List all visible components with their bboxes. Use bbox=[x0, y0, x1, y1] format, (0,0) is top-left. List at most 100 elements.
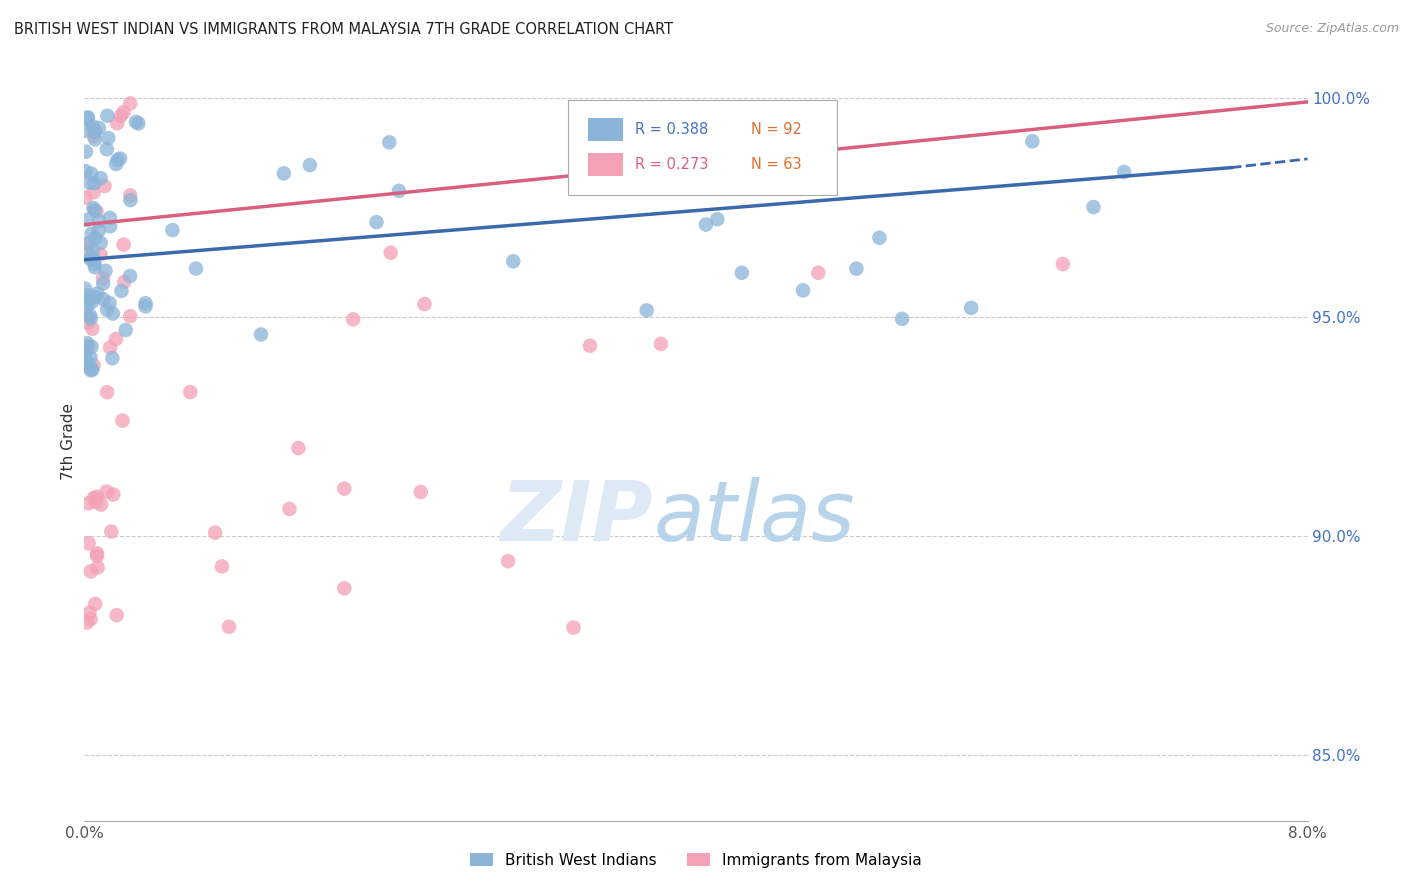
Point bbox=[104, 332, 127, 346]
Point bbox=[77, 536, 100, 550]
Point bbox=[77, 496, 100, 510]
Point bbox=[82, 244, 104, 258]
Point bbox=[77, 339, 100, 353]
Point bbox=[93, 179, 115, 194]
Point bbox=[76, 237, 98, 252]
Point bbox=[82, 362, 104, 376]
Text: R = 0.273: R = 0.273 bbox=[636, 157, 709, 172]
Point bbox=[250, 327, 273, 342]
Point bbox=[96, 484, 118, 499]
Point bbox=[114, 323, 136, 337]
Point bbox=[80, 295, 103, 310]
Point bbox=[792, 283, 814, 297]
Point bbox=[120, 193, 142, 207]
Point bbox=[120, 96, 142, 111]
Point bbox=[79, 309, 101, 323]
Point bbox=[76, 336, 98, 351]
Point bbox=[388, 184, 411, 198]
Point bbox=[135, 296, 157, 310]
Point bbox=[120, 309, 142, 323]
Point bbox=[83, 358, 105, 372]
Point bbox=[278, 502, 301, 516]
Point bbox=[502, 254, 524, 268]
Point bbox=[378, 136, 401, 150]
Point bbox=[76, 615, 98, 630]
Point bbox=[75, 339, 97, 353]
Point bbox=[76, 112, 98, 126]
Text: ZIP: ZIP bbox=[501, 477, 654, 558]
Point bbox=[342, 312, 364, 326]
Point bbox=[80, 167, 103, 181]
Point bbox=[162, 223, 184, 237]
Point bbox=[413, 297, 436, 311]
Point bbox=[108, 152, 131, 166]
Point bbox=[80, 340, 103, 354]
Point bbox=[496, 554, 519, 568]
Point bbox=[84, 495, 107, 509]
Point bbox=[1083, 200, 1105, 214]
Point bbox=[76, 359, 98, 374]
Point bbox=[75, 124, 97, 138]
Point bbox=[91, 277, 114, 291]
Point bbox=[731, 266, 754, 280]
Text: Source: ZipAtlas.com: Source: ZipAtlas.com bbox=[1265, 22, 1399, 36]
Point bbox=[579, 339, 602, 353]
Point bbox=[82, 120, 104, 134]
Point bbox=[184, 261, 207, 276]
Legend: British West Indians, Immigrants from Malaysia: British West Indians, Immigrants from Ma… bbox=[464, 847, 928, 874]
Point bbox=[86, 549, 108, 563]
Point bbox=[80, 227, 103, 241]
Point bbox=[120, 188, 142, 202]
Point bbox=[218, 620, 240, 634]
Point bbox=[90, 235, 112, 250]
Point bbox=[1114, 165, 1136, 179]
Point bbox=[77, 110, 100, 124]
Point bbox=[96, 302, 118, 317]
Point bbox=[83, 124, 105, 138]
Point bbox=[101, 351, 124, 366]
Point bbox=[366, 215, 388, 229]
Point bbox=[82, 201, 104, 215]
Point bbox=[112, 237, 135, 252]
Point bbox=[636, 303, 658, 318]
Y-axis label: 7th Grade: 7th Grade bbox=[60, 403, 76, 480]
Point bbox=[98, 341, 121, 355]
Point bbox=[86, 490, 108, 504]
Point bbox=[82, 322, 104, 336]
Point bbox=[94, 264, 117, 278]
Point bbox=[87, 120, 110, 135]
Point bbox=[79, 351, 101, 365]
Point bbox=[75, 299, 97, 313]
Point bbox=[298, 158, 321, 172]
Point bbox=[96, 109, 118, 123]
Point bbox=[83, 260, 105, 274]
Point bbox=[105, 116, 128, 130]
FancyBboxPatch shape bbox=[588, 118, 623, 141]
Point bbox=[105, 157, 128, 171]
Point bbox=[98, 296, 121, 310]
Point bbox=[79, 612, 101, 626]
Point bbox=[333, 582, 356, 596]
Point bbox=[77, 245, 100, 260]
Point bbox=[87, 224, 110, 238]
Point bbox=[97, 131, 120, 145]
Point bbox=[76, 212, 98, 227]
Point bbox=[79, 291, 101, 305]
Point bbox=[86, 560, 108, 574]
FancyBboxPatch shape bbox=[588, 153, 623, 177]
Point bbox=[333, 482, 356, 496]
Point bbox=[90, 498, 112, 512]
Point bbox=[91, 271, 114, 285]
Point bbox=[76, 288, 98, 302]
Point bbox=[96, 385, 118, 400]
Point bbox=[90, 247, 112, 261]
Point bbox=[112, 105, 135, 120]
Point bbox=[179, 385, 201, 400]
Point bbox=[83, 128, 105, 143]
Point bbox=[125, 115, 148, 129]
Point bbox=[409, 485, 432, 500]
Point bbox=[86, 204, 108, 219]
Point bbox=[84, 597, 107, 611]
Point bbox=[80, 565, 103, 579]
Point bbox=[86, 546, 108, 560]
